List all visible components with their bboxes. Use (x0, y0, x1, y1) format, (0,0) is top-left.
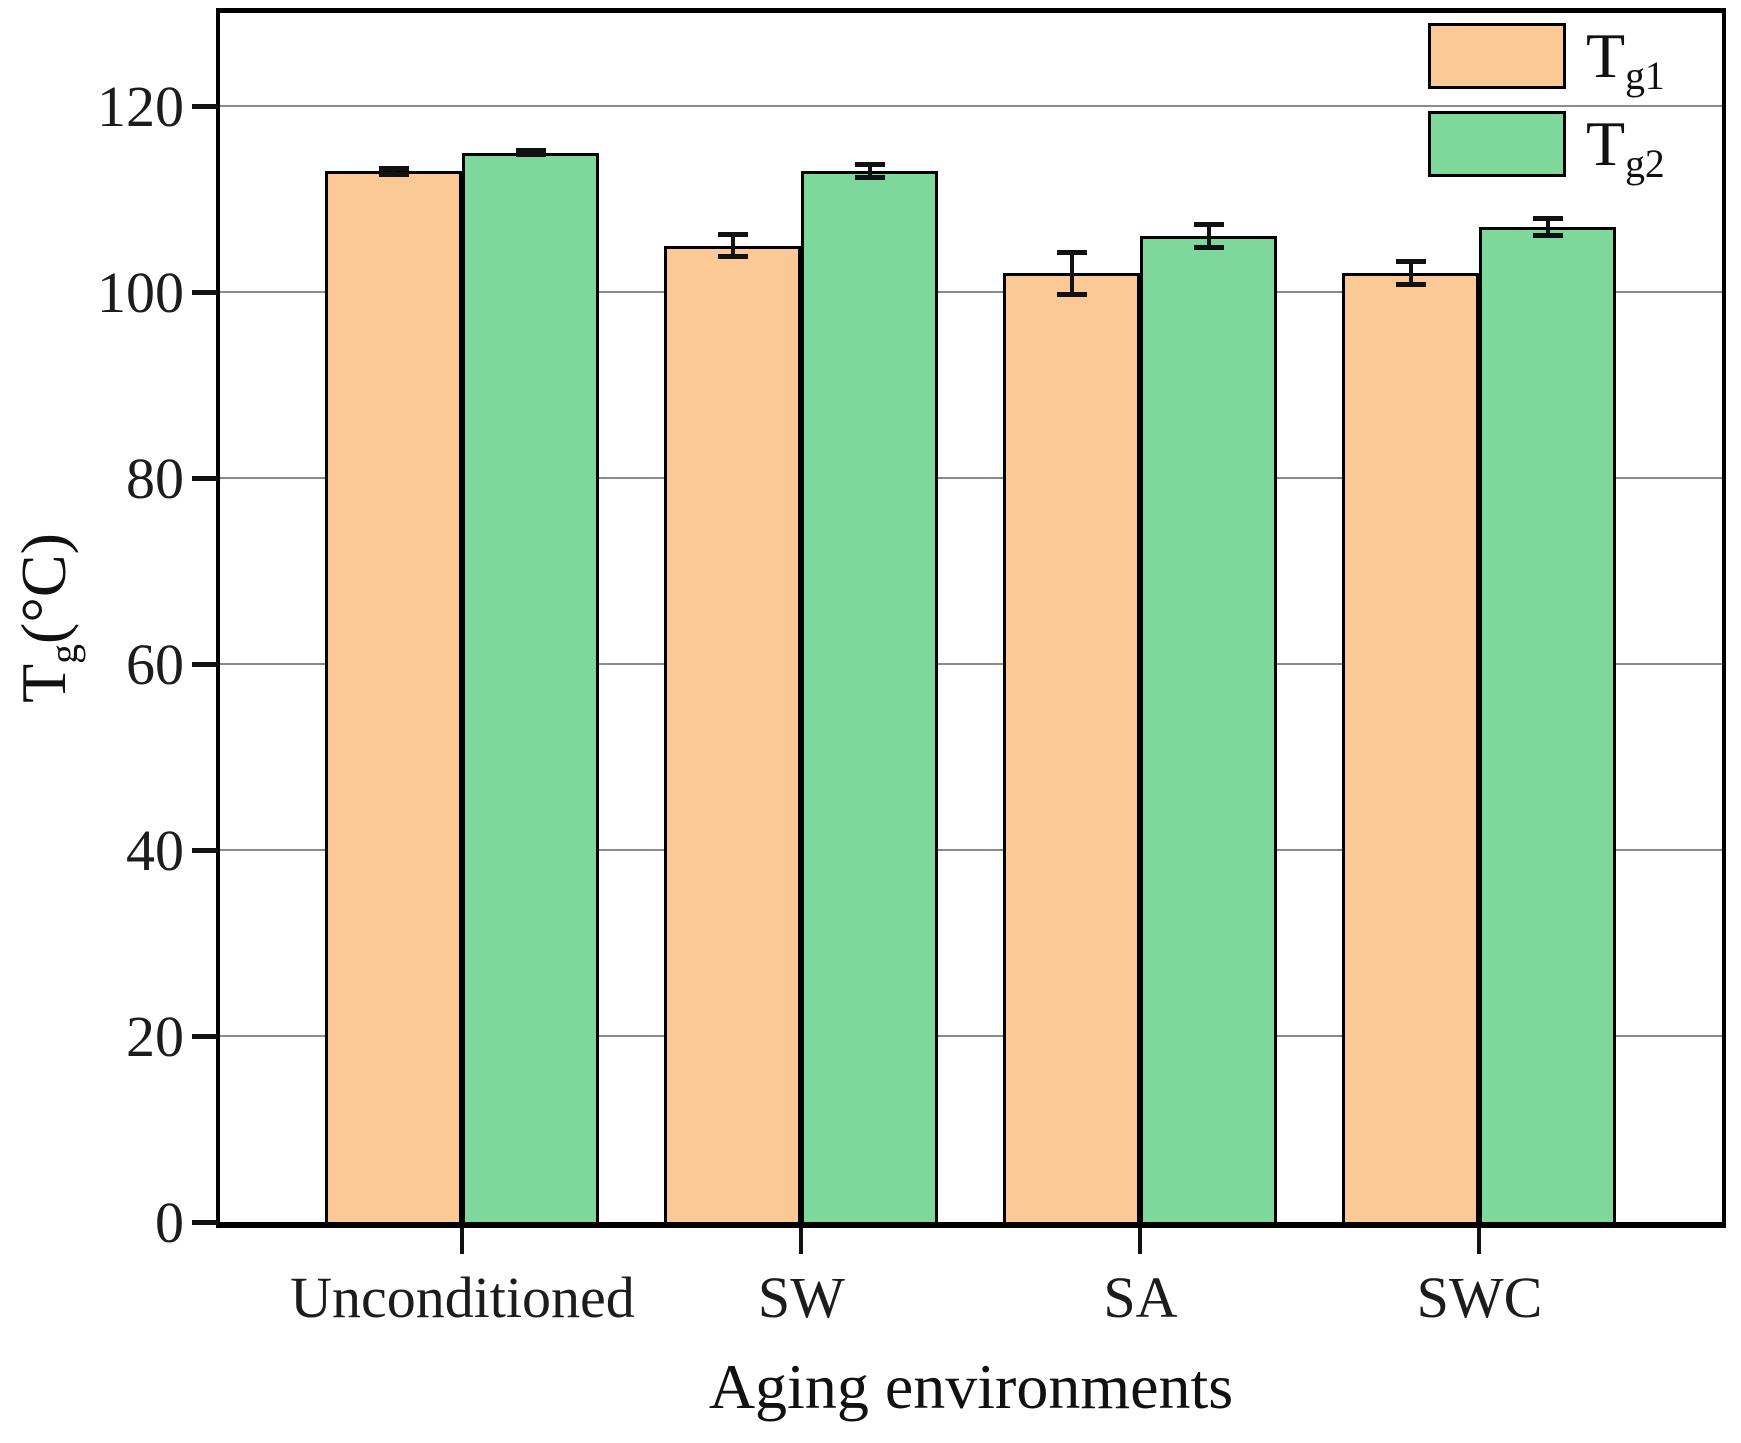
y-axis-title: Tg(°C) (8, 533, 86, 703)
y-axis-title-subscript: g (41, 643, 86, 664)
bar-tg2-sw (801, 171, 939, 1222)
error-bar-cap-bottom (854, 175, 885, 181)
error-bar-tg2-sw (854, 161, 885, 181)
y-tick-label-60: 60 (126, 632, 184, 697)
y-tick-label-40: 40 (126, 818, 184, 883)
y-axis-title-suffix: (°C) (8, 533, 79, 644)
y-tick-20 (192, 1034, 218, 1039)
legend-label-base: T (1586, 108, 1626, 179)
error-bar-cap-bottom (1193, 245, 1224, 251)
legend-item-tg1: Tg1 (1428, 23, 1665, 96)
gridline-80 (220, 477, 1722, 479)
error-bar-tg1-unconditioned (378, 165, 409, 177)
y-tick-100 (192, 290, 218, 295)
error-bar-line (1408, 259, 1413, 288)
error-bar-cap-bottom (378, 171, 409, 177)
y-tick-label-80: 80 (126, 446, 184, 511)
x-tick-label-sw: SW (757, 1265, 845, 1330)
error-bar-tg1-sa (1056, 250, 1087, 297)
x-tick-swc (1477, 1228, 1482, 1254)
x-tick-label-sa: SA (1103, 1265, 1178, 1330)
x-tick-label-swc: SWC (1416, 1265, 1543, 1330)
y-tick-0 (192, 1220, 218, 1225)
legend-label-subscript: g2 (1625, 141, 1665, 186)
error-bar-line (867, 161, 872, 181)
legend-label-tg2: Tg2 (1586, 112, 1665, 184)
legend-label-subscript: g1 (1625, 53, 1665, 98)
bar-tg2-unconditioned (462, 152, 600, 1222)
plot-area: Tg1 Tg2 0 20 40 60 80 100 120 Unconditioned SW SA S… (97, 8, 1726, 1328)
gridline-100 (220, 291, 1722, 293)
x-axis-title: Aging environments (708, 1351, 1234, 1422)
bar-tg1-sw (664, 245, 802, 1222)
legend-swatch-tg1 (1428, 23, 1566, 89)
error-bar-tg2-swc (1532, 215, 1563, 239)
error-bar-cap-top (515, 147, 546, 153)
y-tick-40 (192, 848, 218, 853)
legend-item-tg2: Tg2 (1428, 111, 1665, 184)
error-bar-cap-bottom (1395, 282, 1426, 288)
y-tick-label-100: 100 (97, 260, 184, 325)
legend-swatch-tg2 (1428, 111, 1566, 177)
y-axis-title-base: T (8, 663, 79, 703)
error-bar-cap-top (1532, 215, 1563, 221)
error-bar-cap-bottom (515, 152, 546, 158)
bar-tg1-sa (1003, 273, 1141, 1222)
x-tick-label-unconditioned: Unconditioned (290, 1265, 635, 1330)
legend-label-base: T (1586, 20, 1626, 91)
y-tick-80 (192, 476, 218, 481)
gridline-20 (220, 1035, 1722, 1037)
y-tick-120 (192, 104, 218, 109)
x-tick-sa (1138, 1228, 1143, 1254)
bar-tg1-swc (1342, 273, 1480, 1222)
error-bar-cap-top (717, 231, 748, 237)
error-bar-line (391, 165, 396, 177)
error-bar-cap-top (1056, 250, 1087, 256)
bar-tg2-sa (1140, 236, 1278, 1222)
bar-tg1-unconditioned (325, 171, 463, 1222)
bar-tg2-swc (1479, 226, 1617, 1222)
error-bar-tg1-swc (1395, 259, 1426, 288)
gridline-40 (220, 849, 1722, 851)
gridline-120 (220, 105, 1722, 107)
error-bar-cap-top (378, 165, 409, 171)
error-bar-cap-bottom (717, 254, 748, 260)
error-bar-line (1545, 215, 1550, 239)
error-bar-line (1206, 222, 1211, 251)
error-bar-cap-bottom (1532, 233, 1563, 239)
error-bar-cap-bottom (1056, 291, 1087, 297)
error-bar-line (730, 231, 735, 260)
error-bar-cap-top (854, 161, 885, 167)
x-tick-unconditioned (460, 1228, 465, 1254)
legend-label-tg1: Tg1 (1586, 24, 1665, 96)
x-tick-sw (799, 1228, 804, 1254)
y-tick-label-20: 20 (126, 1004, 184, 1069)
y-tick-60 (192, 662, 218, 667)
gridline-60 (220, 663, 1722, 665)
error-bar-tg2-sa (1193, 222, 1224, 251)
y-tick-label-120: 120 (97, 74, 184, 139)
error-bar-line (1069, 250, 1074, 297)
error-bar-cap-top (1395, 259, 1426, 265)
error-bar-cap-top (1193, 222, 1224, 228)
error-bar-tg1-sw (717, 231, 748, 260)
error-bar-tg2-unconditioned (515, 147, 546, 158)
legend: Tg1 Tg2 (1428, 23, 1665, 199)
y-tick-label-0: 0 (155, 1190, 184, 1255)
